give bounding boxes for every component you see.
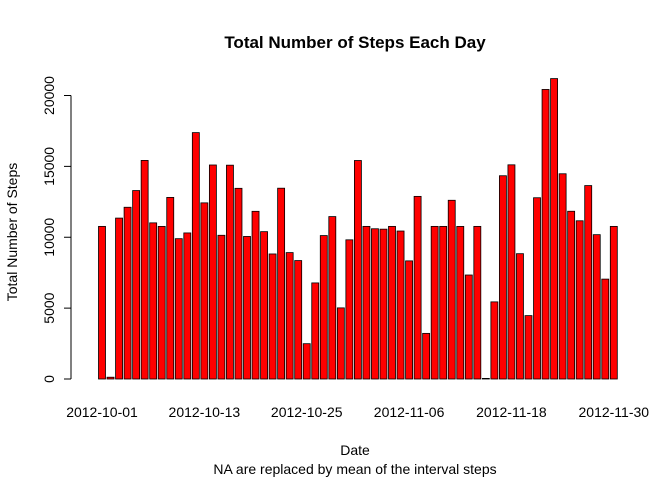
bar-2012-10-27 xyxy=(319,235,328,380)
bar-2012-10-29 xyxy=(336,307,345,380)
bar-2012-11-26 xyxy=(575,220,584,380)
bar-2012-10-17 xyxy=(234,187,243,380)
bar-2012-10-26 xyxy=(311,282,320,380)
bar-2012-11-17 xyxy=(499,175,507,380)
bar-2012-11-12 xyxy=(456,226,465,380)
bar-2012-10-20 xyxy=(260,231,268,380)
bar-2012-11-28 xyxy=(592,234,601,380)
bar-2012-10-11 xyxy=(183,232,192,380)
y-tick-label: 10000 xyxy=(41,218,57,257)
bar-2012-11-11 xyxy=(447,199,456,380)
bar-2012-10-22 xyxy=(277,187,286,380)
bar-2012-11-18 xyxy=(507,164,516,380)
x-axis-label: Date xyxy=(340,442,370,458)
x-tick-label: 2012-11-30 xyxy=(579,404,650,420)
bar-2012-11-04 xyxy=(388,225,396,380)
bar-2012-10-13 xyxy=(200,202,209,380)
bar-2012-10-30 xyxy=(345,239,354,380)
y-axis-label: Total Number of Steps xyxy=(4,163,20,302)
bar-2012-10-16 xyxy=(226,164,234,380)
bar-2012-10-12 xyxy=(191,132,200,380)
bar-2012-10-31 xyxy=(353,160,362,380)
bar-2012-10-24 xyxy=(294,260,303,380)
bar-2012-11-30 xyxy=(609,225,618,380)
bar-2012-11-15 xyxy=(481,377,490,380)
bar-2012-10-14 xyxy=(208,164,217,380)
bar-2012-10-19 xyxy=(251,210,260,380)
bar-2012-11-25 xyxy=(567,210,576,380)
y-tick-label: 0 xyxy=(41,375,57,383)
bar-2012-11-16 xyxy=(490,301,499,380)
x-tick-labels: 2012-10-01 2012-10-13 2012-10-25 2012-11-06… xyxy=(66,404,649,420)
x-tick-label: 2012-10-25 xyxy=(271,404,343,420)
bar-2012-11-29 xyxy=(601,278,610,380)
chart-title: Total Number of Steps Each Day xyxy=(224,33,486,52)
bar-2012-10-21 xyxy=(268,253,277,380)
bar-2012-10-15 xyxy=(217,234,226,380)
x-tick-label: 2012-11-18 xyxy=(476,404,547,420)
bar-2012-11-01 xyxy=(362,225,371,380)
bar-2012-10-07 xyxy=(149,222,158,380)
bar-2012-10-05 xyxy=(132,190,141,380)
bar-2012-11-19 xyxy=(516,253,524,380)
bar-2012-11-07 xyxy=(413,195,422,380)
bar-2012-11-03 xyxy=(379,228,388,380)
bar-2012-11-02 xyxy=(371,228,379,380)
bar-2012-10-25 xyxy=(302,343,311,380)
bar-2012-10-02 xyxy=(106,376,115,380)
bar-2012-11-14 xyxy=(473,225,482,380)
bar-2012-11-06 xyxy=(405,260,413,380)
x-tick-label: 2012-10-13 xyxy=(169,404,241,420)
bar-2012-11-23 xyxy=(550,78,558,380)
bar-2012-10-28 xyxy=(328,216,337,380)
bars-group xyxy=(98,78,618,380)
bar-2012-10-10 xyxy=(174,238,183,380)
bar-2012-11-20 xyxy=(524,315,533,380)
bar-2012-11-05 xyxy=(396,230,405,380)
x-tick-label: 2012-10-01 xyxy=(66,404,138,420)
bar-2012-10-06 xyxy=(140,160,149,380)
x-tick-label: 2012-11-06 xyxy=(374,404,445,420)
y-tick-label: 5000 xyxy=(41,292,57,323)
y-tick-label: 15000 xyxy=(41,147,57,186)
bar-2012-11-08 xyxy=(422,332,431,380)
bar-2012-10-04 xyxy=(123,206,132,380)
bar-2012-11-09 xyxy=(430,225,439,380)
bar-2012-11-21 xyxy=(533,197,541,380)
bar-2012-11-27 xyxy=(584,185,593,380)
bar-2012-10-08 xyxy=(157,225,166,380)
bar-2012-11-22 xyxy=(541,89,550,380)
bar-2012-10-09 xyxy=(166,196,175,380)
y-axis: 0 5000 10000 15000 20000 xyxy=(41,76,72,383)
bar-2012-10-03 xyxy=(115,217,123,380)
bar-2012-11-10 xyxy=(439,225,448,380)
bar-2012-10-18 xyxy=(243,236,251,380)
y-tick-label: 20000 xyxy=(41,76,57,115)
bar-2012-10-01 xyxy=(98,225,106,380)
bar-2012-10-23 xyxy=(285,252,294,380)
bar-2012-11-24 xyxy=(558,173,567,380)
bar-2012-11-13 xyxy=(464,274,473,380)
chart-subtitle: NA are replaced by mean of the interval … xyxy=(213,461,496,477)
